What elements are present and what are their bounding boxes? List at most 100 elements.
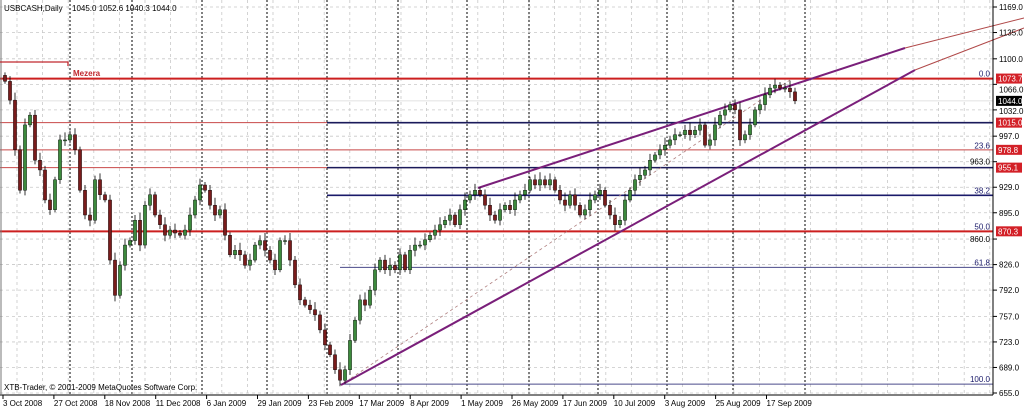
price-tick-label: 895.0	[999, 209, 1020, 218]
price-axis[interactable]: 1169.0 1135.0 1100.0 1066.0 1032.0 997.0 963.0…	[970, 3, 1024, 398]
candle-body	[28, 114, 32, 126]
candle-body	[293, 259, 297, 286]
candle-body	[593, 194, 597, 201]
candle-body	[463, 199, 467, 210]
candle-body	[68, 134, 72, 141]
fib-level-label: 23.6	[974, 142, 990, 151]
candle-body	[363, 299, 367, 306]
date-tick-label: 27 Oct 2008	[54, 399, 98, 408]
candle-body	[113, 259, 117, 296]
candle-body	[73, 134, 77, 150]
candle-body	[708, 139, 712, 146]
candle-body	[643, 169, 647, 176]
candle-body	[423, 239, 427, 246]
candle-body	[323, 329, 327, 346]
upper-trendline-extension[interactable]	[904, 17, 1024, 49]
candle-body	[403, 254, 407, 271]
candle-body	[283, 240, 287, 242]
candle-body	[523, 190, 527, 195]
candle-body	[468, 194, 472, 201]
candle-body	[703, 124, 707, 146]
candle-body	[603, 190, 607, 206]
date-tick-label: 29 Jan 2009	[258, 399, 303, 408]
candle-body	[608, 205, 612, 216]
price-label-box	[996, 144, 1022, 155]
lower-trendline-extension[interactable]	[914, 27, 1024, 71]
price-tick-label: 963.0	[970, 158, 991, 167]
candle-body	[733, 104, 737, 111]
candle-body	[148, 194, 152, 206]
date-tick-label: 17 Jun 2009	[563, 399, 608, 408]
candle-body	[388, 265, 392, 271]
price-tick-label: 997.0	[999, 132, 1020, 141]
lower-trendline[interactable]	[340, 69, 916, 386]
candle-body	[443, 220, 447, 225]
candle-body	[393, 265, 397, 271]
candle-body	[353, 319, 357, 341]
candle-body	[638, 175, 642, 180]
candle-body	[543, 179, 547, 186]
price-label: 978.8	[998, 146, 1019, 155]
candle-body	[123, 244, 127, 266]
candle-body	[578, 205, 582, 216]
candle-body	[98, 179, 102, 195]
candle-body	[623, 199, 627, 221]
candle-body	[458, 209, 462, 225]
upper-trendline[interactable]	[477, 47, 906, 189]
time-axis[interactable]: 3 Oct 2008 27 Oct 2008 18 Nov 2008 11 Dec 2…	[2, 395, 813, 408]
candle-body	[453, 214, 457, 225]
candle-body	[773, 84, 777, 89]
candle-body	[548, 179, 552, 186]
candle-body	[318, 314, 322, 331]
candle-body	[278, 240, 282, 271]
candle-body	[88, 214, 92, 221]
candle-body	[438, 224, 442, 231]
candle-body	[18, 149, 22, 191]
date-tick-label: 17 Sep 2009	[767, 399, 813, 408]
price-tick-label: 689.0	[999, 363, 1020, 372]
candle-body	[718, 114, 722, 126]
candle-body	[758, 104, 762, 111]
price-label-box	[996, 162, 1022, 173]
price-label: 1015.0	[998, 119, 1023, 128]
date-tick-label: 10 Jul 2009	[614, 399, 656, 408]
price-tick-label: 792.0	[999, 286, 1020, 295]
candle-body	[348, 340, 352, 370]
candle-body	[243, 254, 247, 266]
horizontal-lines[interactable]	[0, 77, 993, 385]
price-label-box	[996, 117, 1022, 128]
candle-body	[288, 240, 292, 261]
candle-body	[693, 129, 697, 135]
candle-body	[118, 265, 122, 296]
candle-body	[153, 194, 157, 216]
candle-body	[713, 124, 717, 141]
candles	[3, 72, 797, 387]
symbol-label: USBCASH,Daily	[4, 4, 63, 13]
candle-body	[483, 194, 487, 206]
candle-body	[398, 254, 402, 271]
candle-body	[503, 205, 507, 210]
candle-body	[583, 209, 587, 216]
candle-body	[188, 214, 192, 231]
candle-body	[648, 159, 652, 171]
date-tick-label: 17 Mar 2009	[359, 399, 404, 408]
candle-body	[133, 220, 137, 241]
current-price-label: 1044.0	[998, 97, 1023, 106]
candle-body	[63, 139, 67, 142]
grid	[0, 0, 993, 395]
candle-body	[763, 94, 767, 105]
candle-body	[168, 229, 172, 236]
candle-body	[228, 235, 232, 256]
candle-body	[533, 179, 537, 186]
candle-body	[128, 240, 132, 246]
candle-body	[183, 229, 187, 236]
candle-body	[663, 144, 667, 150]
candle-body	[338, 369, 342, 381]
candle-body	[678, 134, 682, 136]
current-price-box	[996, 95, 1022, 106]
date-tick-label: 6 Jan 2009	[207, 399, 247, 408]
date-tick-label: 26 May 2009	[512, 399, 559, 408]
candle-body	[208, 190, 212, 206]
candle-body	[268, 250, 272, 261]
